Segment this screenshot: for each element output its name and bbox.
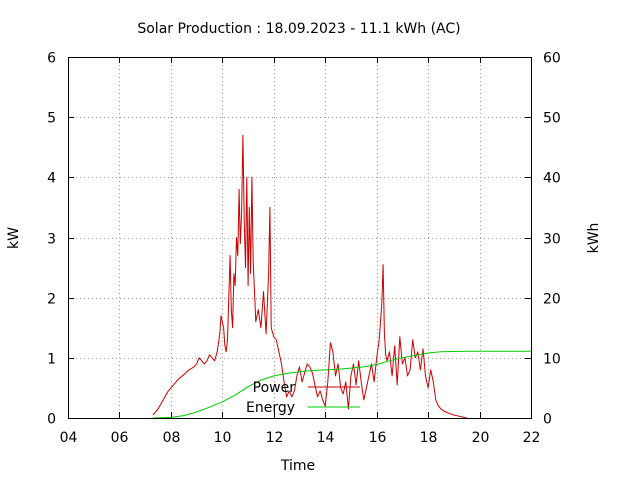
y-tick-label-left: 2	[47, 292, 56, 308]
y-tick-label-right: 10	[543, 352, 561, 368]
y-tick-label-left: 6	[47, 51, 56, 67]
x-tick-label: 06	[111, 430, 129, 446]
y-tick-label-right: 50	[543, 111, 561, 127]
y-tick-label-left: 4	[47, 171, 56, 187]
series-line-power	[152, 134, 467, 419]
y-tick-label-right: 60	[543, 51, 561, 67]
legend: Power Energy	[246, 380, 360, 416]
y-tick-label-right: 20	[543, 292, 561, 308]
y-tick-label-right: 0	[543, 412, 552, 428]
x-tick-label: 18	[420, 430, 438, 446]
y-axis-label-left: kW	[6, 227, 22, 249]
series-layer	[152, 134, 531, 419]
grid	[68, 57, 531, 418]
x-tick-label: 10	[214, 430, 232, 446]
x-axis-label: Time	[280, 458, 315, 474]
y-tick-label-left: 1	[47, 352, 56, 368]
y-axis-label-right: kWh	[586, 223, 602, 254]
y-tick-label-left: 3	[47, 232, 56, 248]
x-tick-label: 16	[369, 430, 387, 446]
legend-label-power: Power	[253, 380, 296, 396]
chart-title: Solar Production : 18.09.2023 - 11.1 kWh…	[137, 21, 460, 37]
y-tick-label-right: 30	[543, 232, 561, 248]
y-tick-label-left: 0	[47, 412, 56, 428]
x-tick-label: 12	[266, 430, 284, 446]
series-line-energy	[152, 350, 531, 419]
y-tick-label-right: 40	[543, 171, 561, 187]
x-tick-label: 14	[317, 430, 335, 446]
x-tick-label: 20	[472, 430, 490, 446]
y-tick-label-left: 5	[47, 111, 56, 127]
legend-label-energy: Energy	[246, 400, 295, 416]
x-tick-label: 08	[163, 430, 181, 446]
x-tick-label: 22	[523, 430, 541, 446]
x-tick-label: 04	[60, 430, 78, 446]
